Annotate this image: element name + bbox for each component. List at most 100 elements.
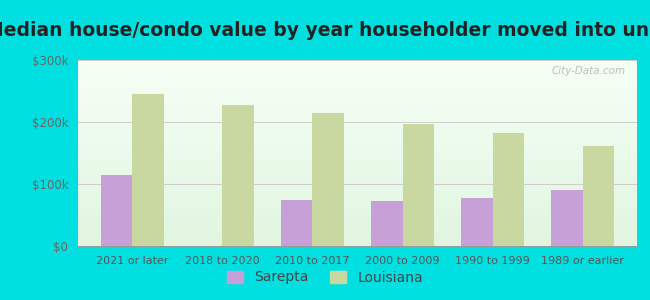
- Bar: [78, 237, 637, 238]
- Bar: [78, 160, 637, 161]
- Bar: [78, 210, 637, 211]
- Bar: [78, 177, 637, 178]
- Bar: [78, 66, 637, 67]
- Bar: [78, 124, 637, 125]
- Bar: [78, 153, 637, 154]
- Bar: [78, 242, 637, 243]
- Bar: [78, 163, 637, 164]
- Bar: [78, 96, 637, 97]
- Bar: [78, 131, 637, 132]
- Bar: [78, 133, 637, 134]
- Bar: [78, 108, 637, 109]
- Bar: [78, 235, 637, 236]
- Bar: [78, 90, 637, 91]
- Bar: [78, 60, 637, 61]
- Bar: [78, 184, 637, 185]
- Bar: [78, 75, 637, 76]
- Bar: [78, 107, 637, 108]
- Bar: [78, 223, 637, 224]
- Bar: [78, 211, 637, 212]
- Bar: [78, 190, 637, 191]
- Bar: [78, 156, 637, 157]
- Bar: [78, 174, 637, 175]
- Bar: [78, 139, 637, 140]
- Bar: [78, 74, 637, 75]
- Bar: [78, 119, 637, 120]
- Bar: [583, 146, 614, 246]
- Bar: [78, 175, 637, 176]
- Bar: [78, 147, 637, 148]
- Bar: [78, 101, 637, 102]
- Bar: [78, 198, 637, 199]
- Bar: [78, 231, 637, 232]
- Bar: [402, 124, 434, 246]
- Bar: [78, 67, 637, 68]
- Bar: [78, 112, 637, 113]
- Bar: [78, 143, 637, 144]
- Bar: [78, 160, 637, 161]
- Bar: [78, 127, 637, 128]
- Text: Median house/condo value by year householder moved into unit: Median house/condo value by year househo…: [0, 21, 650, 40]
- Bar: [78, 80, 637, 81]
- Bar: [78, 125, 637, 126]
- Bar: [78, 99, 637, 100]
- Bar: [78, 71, 637, 72]
- Bar: [78, 169, 637, 170]
- Bar: [78, 216, 637, 217]
- Bar: [78, 81, 637, 82]
- Bar: [78, 122, 637, 123]
- Bar: [551, 190, 583, 246]
- Bar: [78, 117, 637, 118]
- Bar: [78, 239, 637, 240]
- Bar: [78, 161, 637, 162]
- Bar: [222, 105, 254, 246]
- Bar: [78, 165, 637, 166]
- Bar: [281, 200, 313, 246]
- Bar: [132, 94, 164, 246]
- Bar: [78, 148, 637, 149]
- Bar: [78, 113, 637, 114]
- Bar: [78, 197, 637, 198]
- Bar: [78, 100, 637, 101]
- Bar: [78, 132, 637, 133]
- Bar: [78, 207, 637, 208]
- Bar: [78, 215, 637, 216]
- Bar: [371, 201, 402, 246]
- Bar: [78, 79, 637, 80]
- Bar: [78, 241, 637, 242]
- Bar: [78, 78, 637, 79]
- Bar: [78, 104, 637, 105]
- Text: City-Data.com: City-Data.com: [552, 66, 626, 76]
- Bar: [313, 113, 344, 246]
- Bar: [78, 167, 637, 168]
- Bar: [78, 155, 637, 156]
- Bar: [78, 103, 637, 104]
- Bar: [78, 238, 637, 239]
- Bar: [78, 111, 637, 112]
- Bar: [78, 233, 637, 234]
- Bar: [78, 187, 637, 188]
- Bar: [78, 69, 637, 70]
- Bar: [78, 178, 637, 179]
- Bar: [78, 224, 637, 225]
- Bar: [78, 230, 637, 231]
- Bar: [222, 105, 254, 246]
- Bar: [78, 232, 637, 233]
- Bar: [78, 179, 637, 180]
- Bar: [78, 62, 637, 63]
- Bar: [78, 149, 637, 150]
- Bar: [78, 218, 637, 219]
- Bar: [78, 150, 637, 151]
- Bar: [78, 185, 637, 187]
- Bar: [78, 217, 637, 218]
- Bar: [78, 85, 637, 86]
- Bar: [101, 175, 132, 246]
- Bar: [78, 126, 637, 127]
- Bar: [78, 219, 637, 220]
- Bar: [78, 105, 637, 106]
- Bar: [78, 240, 637, 241]
- Bar: [78, 136, 637, 137]
- Bar: [78, 199, 637, 200]
- Bar: [78, 87, 637, 88]
- Bar: [78, 97, 637, 98]
